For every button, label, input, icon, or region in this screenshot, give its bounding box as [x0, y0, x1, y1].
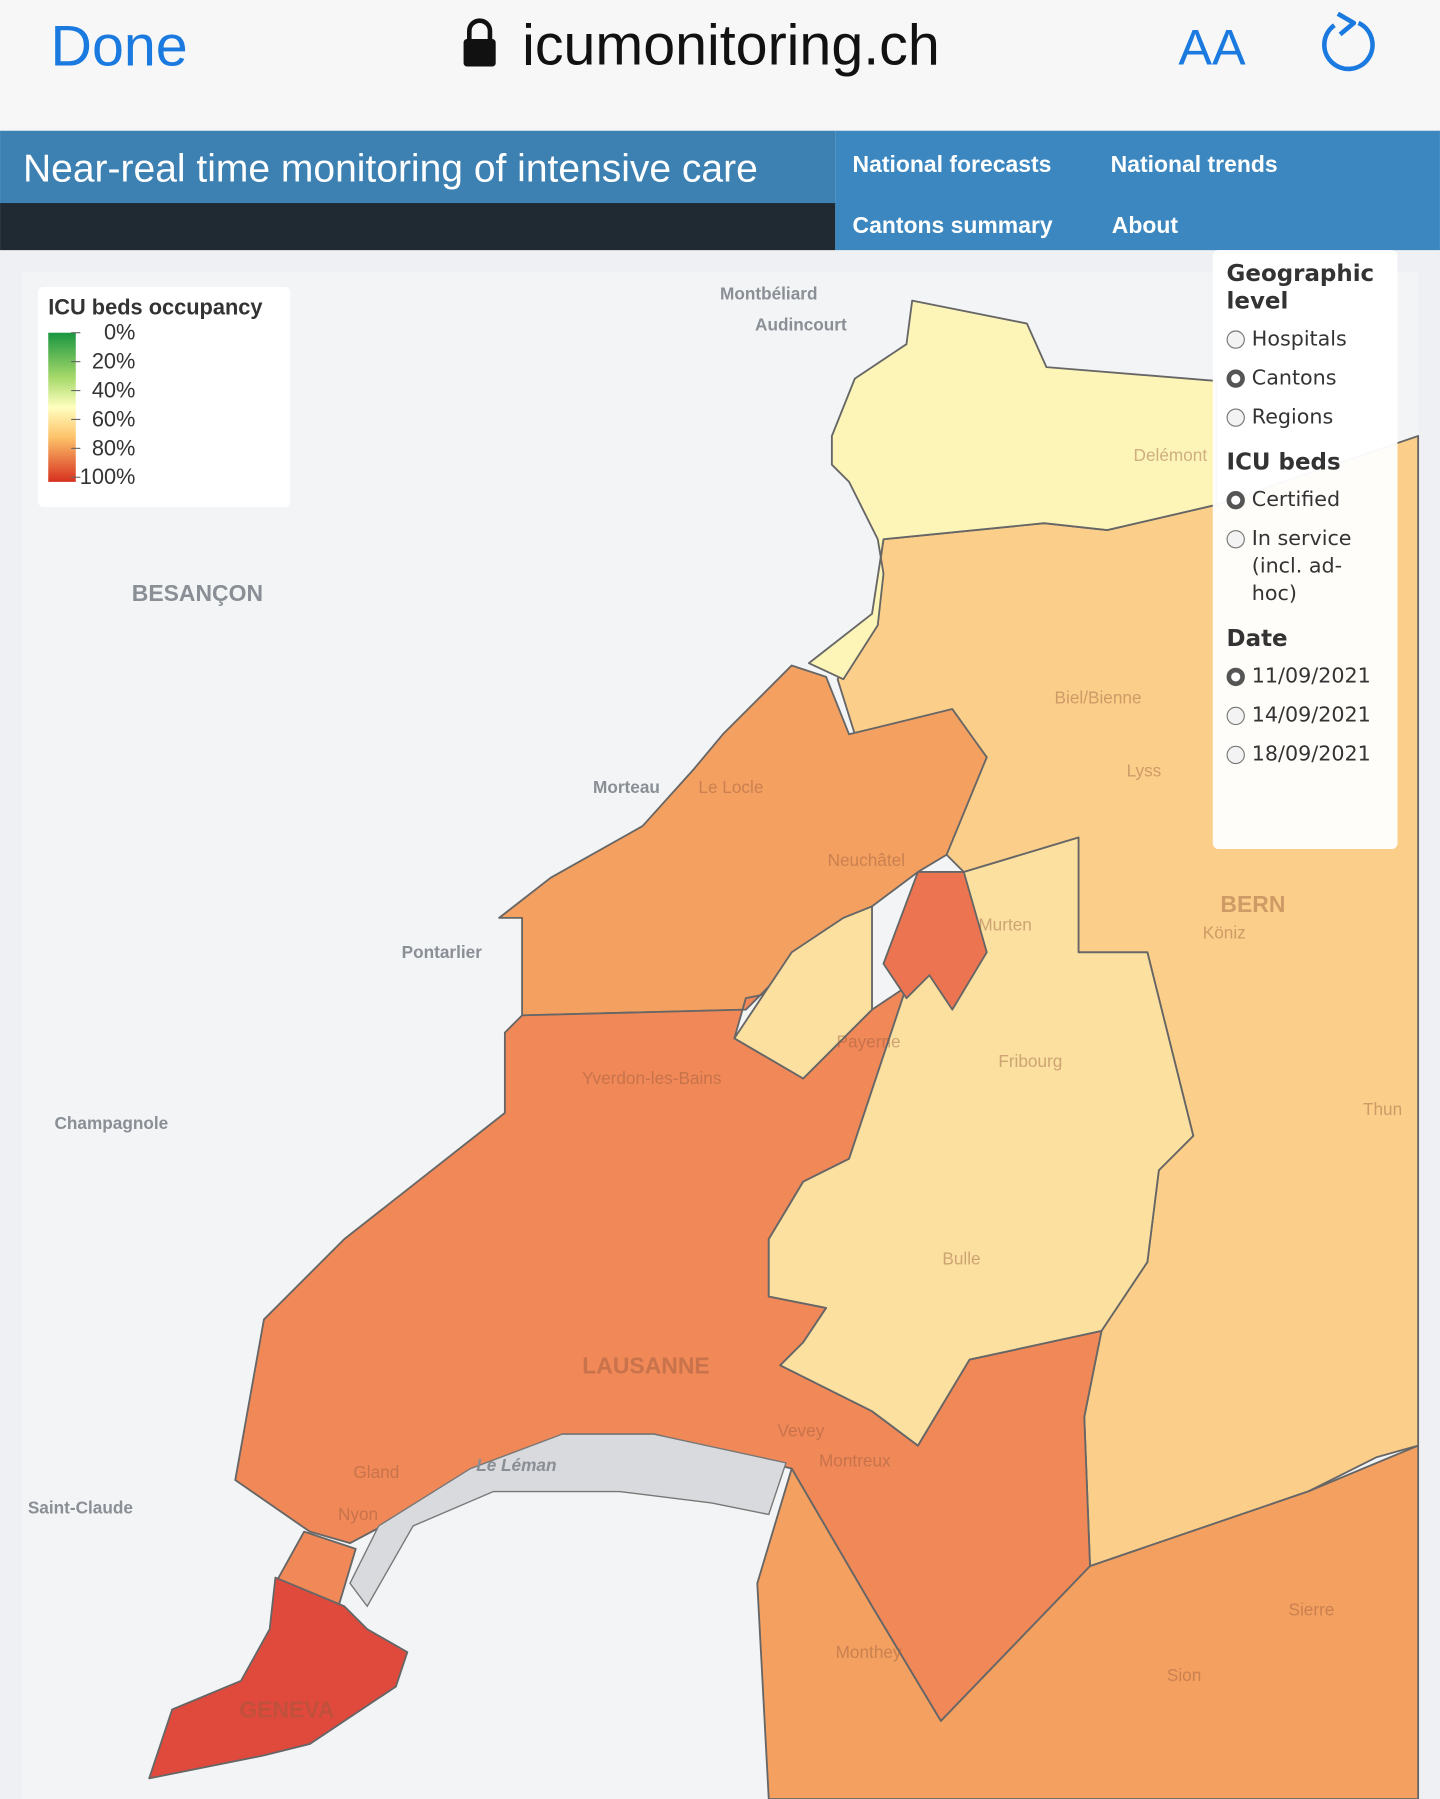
map-label: Sierre	[1289, 1599, 1335, 1619]
radio-label[interactable]: Regions	[1251, 405, 1334, 430]
browser-bar	[0, 0, 1440, 130]
legend-label: 60%	[92, 406, 136, 431]
legend-gradient	[48, 332, 76, 482]
nav-link[interactable]: National trends	[1111, 151, 1278, 177]
map-label: Saint-Claude	[28, 1497, 133, 1517]
radio-option[interactable]: 18/09/2021	[1226, 741, 1384, 769]
map-label: Bulle	[942, 1248, 980, 1268]
map-label: Thun	[1363, 1099, 1402, 1119]
map-label: GENEVA	[239, 1697, 334, 1723]
radio-button[interactable]	[1226, 491, 1245, 510]
nav-link[interactable]: About	[1112, 212, 1179, 238]
region-fribourg[interactable]	[767, 836, 1195, 1447]
map-label: Montreux	[819, 1450, 891, 1470]
radio-option[interactable]: Cantons	[1226, 365, 1384, 393]
radio-button[interactable]	[1226, 369, 1245, 388]
group-title: ICU beds	[1226, 447, 1341, 475]
radio-button[interactable]	[1226, 667, 1245, 687]
map-label: Audincourt	[755, 314, 847, 334]
map-label: Vevey	[777, 1420, 824, 1440]
radio-button[interactable]	[1226, 745, 1245, 765]
nav-bar	[835, 130, 1440, 251]
legend-label: 80%	[92, 435, 136, 460]
legend-label: 40%	[92, 377, 136, 402]
region-geneva[interactable]	[148, 1576, 409, 1780]
legend-label: 20%	[92, 349, 136, 374]
lock-icon	[463, 18, 496, 67]
regions	[148, 299, 1420, 1799]
radio-label[interactable]: Certified	[1251, 487, 1341, 512]
map-label: Champagnole	[55, 1113, 169, 1133]
map-label: BERN	[1220, 891, 1285, 917]
radio-option[interactable]: In service (incl. ad-hoc)	[1226, 525, 1384, 608]
controls-box	[1212, 250, 1398, 850]
map-label: Nyon	[338, 1504, 378, 1524]
map-label: Fribourg	[998, 1051, 1062, 1071]
map-label: BESANÇON	[132, 580, 263, 606]
legend-labels: 0% 20% 40% 60% 80% 100%	[71, 320, 136, 489]
region-fribourg-enclave[interactable]	[733, 905, 873, 1080]
radio-button[interactable]	[1226, 408, 1245, 427]
control-group: Date 11/09/2021 14/09/2021 18/09/2021	[1226, 624, 1384, 769]
controls: Geographic level Hospitals Cantons Regions I…	[1213, 250, 1398, 792]
url[interactable]: icumonitoring.ch	[522, 13, 940, 77]
map-label: Sion	[1167, 1665, 1201, 1685]
map-label: Montbéliard	[720, 283, 817, 303]
map-label: Monthey	[836, 1642, 902, 1662]
map-label: Le Locle	[698, 777, 763, 797]
site-title: Near-real time monitoring of intensive c…	[23, 147, 758, 190]
radio-label[interactable]: Cantons	[1251, 365, 1337, 391]
radio-label[interactable]: Hospitals	[1251, 326, 1347, 352]
radio-label[interactable]: 14/09/2021	[1251, 703, 1371, 728]
map-label: Morteau	[593, 777, 660, 797]
map-label: Pontarlier	[402, 942, 483, 962]
map-label: Köniz	[1203, 923, 1246, 943]
radio-option[interactable]: 11/09/2021	[1226, 663, 1384, 691]
map-label: LAUSANNE	[582, 1352, 709, 1378]
map-labels: Montbéliard Audincourt BESANÇON Morteau …	[28, 283, 1402, 1722]
group-title: Geographic level	[1226, 259, 1375, 315]
region-murten[interactable]	[882, 871, 988, 1011]
region-valais[interactable]	[756, 1444, 1420, 1799]
radio-button[interactable]	[1226, 330, 1245, 349]
legend-title: ICU beds occupancy	[48, 294, 262, 319]
controls-panel: Geographic level Hospitals Cantons Regions I…	[1213, 250, 1398, 792]
done-button[interactable]: Done	[51, 14, 188, 78]
radio-option[interactable]: Certified	[1226, 486, 1384, 514]
control-group: ICU beds Certified In service (incl. ad-ho…	[1226, 447, 1384, 608]
radio-option[interactable]: Hospitals	[1226, 326, 1384, 354]
text-size-button[interactable]: AA	[1178, 18, 1246, 75]
map-label: Neuchâtel	[828, 850, 905, 870]
legend-box	[37, 286, 291, 508]
legend-label: 100%	[80, 464, 136, 489]
radio-option[interactable]: 14/09/2021	[1226, 702, 1384, 730]
map-label: Biel/Bienne	[1055, 687, 1142, 707]
nav-link[interactable]: Cantons summary	[853, 212, 1053, 238]
control-group: Geographic level Hospitals Cantons Regions	[1226, 259, 1384, 432]
radio-button[interactable]	[1226, 706, 1245, 726]
radio-option[interactable]: Regions	[1226, 404, 1384, 432]
radio-button[interactable]	[1226, 530, 1245, 549]
map-label: Delémont	[1134, 445, 1208, 465]
map-label: Le Léman	[476, 1455, 556, 1475]
radio-label[interactable]: 18/09/2021	[1251, 742, 1371, 767]
header-bar	[0, 130, 836, 205]
map-label: Lyss	[1127, 761, 1162, 781]
header-strip	[0, 203, 836, 251]
lake-leman	[349, 1433, 787, 1608]
reload-button[interactable]	[1322, 11, 1375, 72]
nav-link[interactable]: National forecasts	[853, 151, 1052, 177]
map-label: Murten	[978, 914, 1032, 934]
legend: ICU beds occupancy 0% 20% 40% 60% 80% 100%	[37, 286, 291, 508]
group-title: Date	[1226, 624, 1288, 652]
radio-label[interactable]: 11/09/2021	[1251, 664, 1371, 689]
legend-label: 0%	[104, 320, 135, 345]
map-label: Payerne	[837, 1032, 901, 1052]
radio-label[interactable]: In service (incl. ad-hoc)	[1251, 526, 1352, 606]
map-label: Yverdon-les-Bains	[582, 1068, 721, 1088]
map-label: Gland	[353, 1462, 399, 1482]
